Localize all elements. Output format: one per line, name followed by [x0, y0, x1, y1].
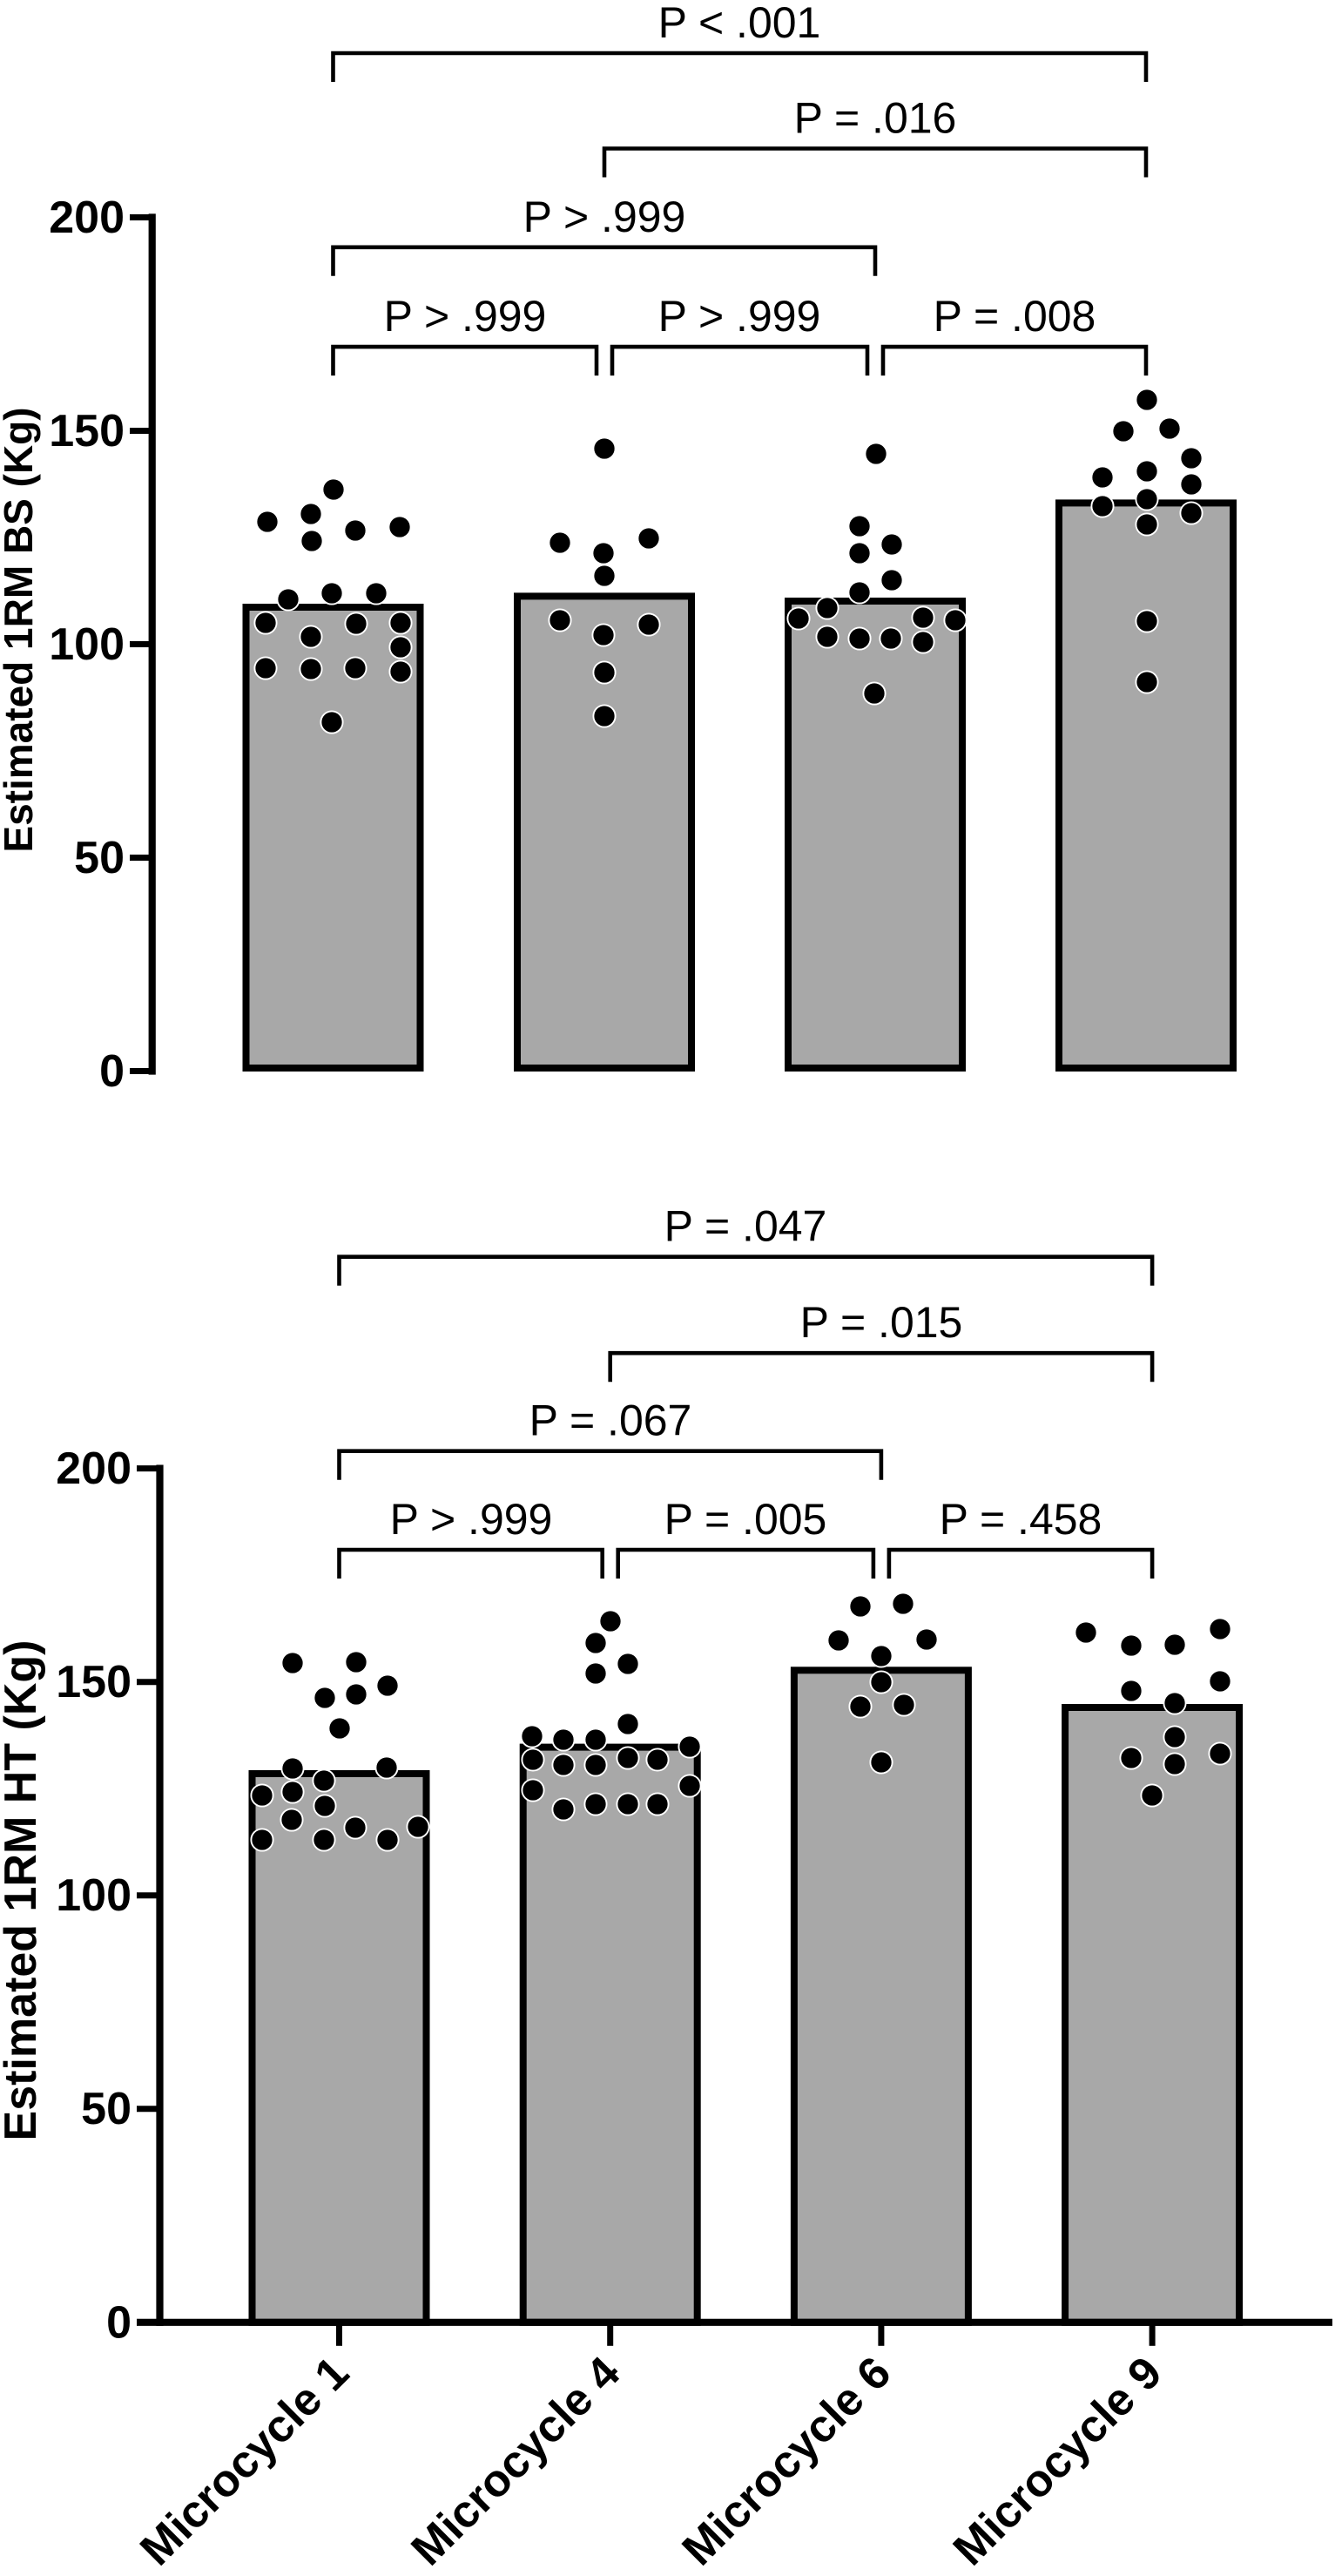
svg-text:100: 100: [56, 1870, 131, 1921]
svg-text:P = .067: P = .067: [529, 1396, 692, 1445]
svg-text:0: 0: [106, 2297, 131, 2348]
svg-text:P < .001: P < .001: [658, 0, 821, 47]
svg-text:150: 150: [49, 406, 125, 456]
svg-text:P = .015: P = .015: [800, 1298, 963, 1347]
svg-text:P > .999: P > .999: [384, 292, 547, 341]
svg-text:P = .008: P = .008: [934, 292, 1096, 341]
svg-text:P = .016: P = .016: [794, 94, 957, 143]
svg-text:50: 50: [81, 2084, 131, 2134]
svg-text:200: 200: [56, 1444, 131, 1494]
svg-text:200: 200: [49, 193, 125, 243]
svg-text:P > .999: P > .999: [658, 292, 821, 341]
svg-text:0: 0: [99, 1046, 125, 1097]
svg-text:Estimated 1RM HT (Kg): Estimated 1RM HT (Kg): [0, 1640, 46, 2141]
svg-text:P > .999: P > .999: [523, 193, 686, 241]
svg-text:P = .458: P = .458: [940, 1495, 1102, 1544]
svg-text:Estimated 1RM BS (Kg): Estimated 1RM BS (Kg): [0, 407, 41, 852]
svg-text:P = .005: P = .005: [664, 1495, 827, 1544]
svg-text:150: 150: [56, 1657, 131, 1707]
svg-text:P = .047: P = .047: [664, 1202, 827, 1251]
svg-text:50: 50: [74, 833, 125, 883]
svg-text:P > .999: P > .999: [390, 1495, 553, 1544]
svg-text:100: 100: [49, 619, 125, 670]
